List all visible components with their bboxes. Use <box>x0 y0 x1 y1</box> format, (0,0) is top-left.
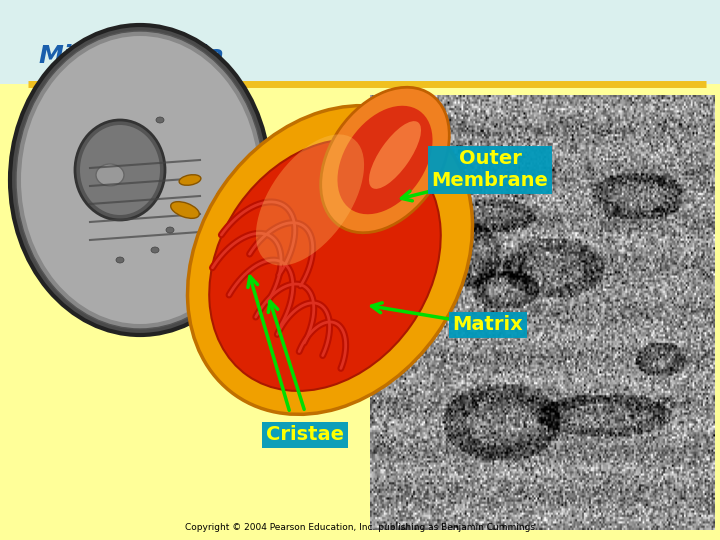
Text: Matrix: Matrix <box>453 315 523 334</box>
Ellipse shape <box>151 247 159 253</box>
Ellipse shape <box>80 125 160 215</box>
Ellipse shape <box>166 227 174 233</box>
Text: Mitochondria: Mitochondria <box>38 44 224 68</box>
Ellipse shape <box>116 257 124 263</box>
Ellipse shape <box>156 117 164 123</box>
Text: Copyright © 2004 Pearson Education, Inc. publishing as Benjamin Cummings: Copyright © 2004 Pearson Education, Inc.… <box>185 523 535 532</box>
Ellipse shape <box>10 25 270 335</box>
FancyBboxPatch shape <box>0 0 720 84</box>
Ellipse shape <box>210 139 441 391</box>
Ellipse shape <box>16 31 264 329</box>
Ellipse shape <box>256 134 364 266</box>
FancyBboxPatch shape <box>0 84 720 540</box>
Ellipse shape <box>369 121 421 189</box>
Text: Cristae: Cristae <box>266 426 344 444</box>
Ellipse shape <box>320 87 449 233</box>
Ellipse shape <box>96 164 124 186</box>
Ellipse shape <box>338 106 433 214</box>
Ellipse shape <box>179 175 201 185</box>
Ellipse shape <box>21 36 259 324</box>
Ellipse shape <box>187 106 472 414</box>
Ellipse shape <box>171 201 199 218</box>
Text: Outer
Membrane: Outer Membrane <box>431 150 549 191</box>
Ellipse shape <box>75 120 165 220</box>
